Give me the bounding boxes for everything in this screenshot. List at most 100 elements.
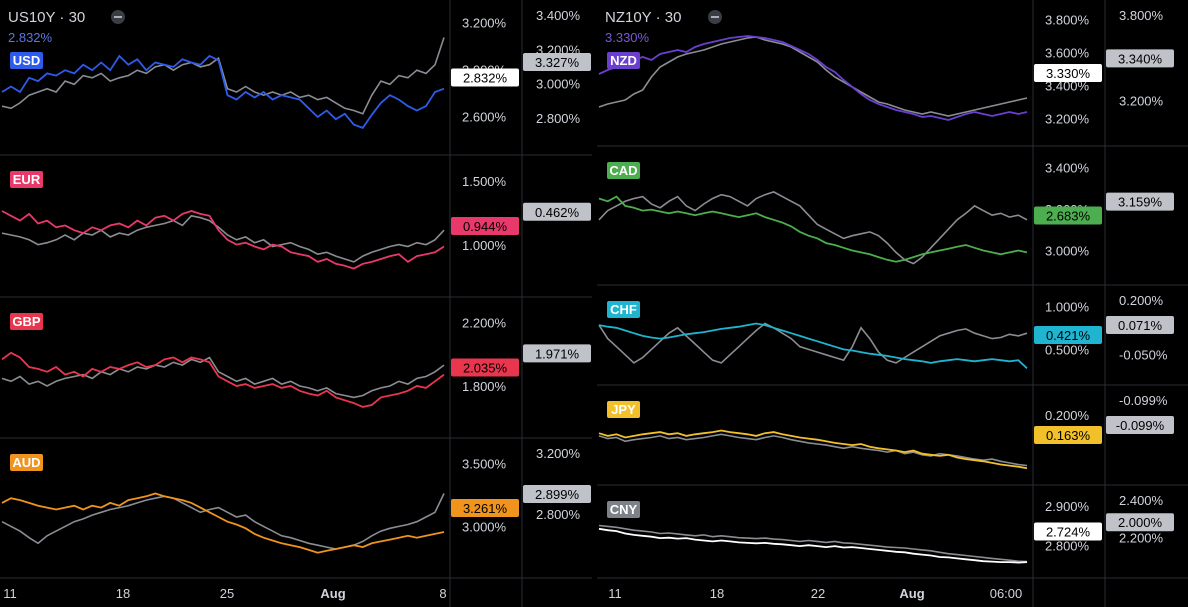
series-line-nzd (598, 35, 1028, 121)
series-tag (10, 454, 43, 471)
series-tag (607, 501, 640, 518)
last-price-badge (451, 68, 519, 87)
last-price-badge-label: 2.832% (463, 71, 508, 86)
pane-aud: AUD 3.500% 3.000% 3.261% 3.200% 2.800% 2.899% (0, 437, 592, 554)
comparison-price-badge-label: 2.899% (535, 487, 580, 502)
series-line-usd (1, 54, 445, 129)
last-price-badge (1034, 522, 1102, 541)
last-price-badge-label: 0.163% (1046, 428, 1091, 443)
series-tag-label: JPY (611, 402, 636, 417)
series-tag-label: USD (13, 53, 40, 68)
last-price-badge (451, 499, 519, 517)
price-tick: 2.800% (536, 507, 581, 522)
last-price-badge-label: 2.683% (1046, 209, 1091, 224)
last-price-badge-label: 2.724% (1046, 525, 1091, 540)
last-price-badge-label: 0.944% (463, 219, 508, 234)
time-tick: 8 (439, 586, 446, 601)
time-tick: 18 (116, 586, 130, 601)
series-tag-label: CNY (610, 502, 638, 517)
price-tick: -0.099% (1119, 393, 1168, 408)
last-price-badge-label: 2.035% (463, 361, 508, 376)
comparison-price-badge-label: 0.071% (1118, 318, 1163, 333)
panel-0: USD 3.200% 3.000% 2.600% 2.832% 3.400% 3.200% 3… (0, 0, 592, 607)
comparison-series-line (598, 36, 1028, 117)
comparison-series-line (1, 493, 445, 550)
comparison-price-badge (1106, 192, 1174, 211)
price-tick: 0.200% (1119, 293, 1164, 308)
series-line-cad (598, 195, 1028, 263)
series-tag-label: CAD (609, 163, 637, 178)
price-tick: 3.400% (1045, 160, 1090, 175)
pane-nzd: NZD 3.800% 3.600% 3.400% 3.200% 3.330% 3.800% 3… (598, 8, 1174, 127)
comparison-price-badge-label: 3.159% (1118, 195, 1163, 210)
comparison-price-badge (1106, 316, 1174, 334)
series-tag-label: GBP (12, 314, 41, 329)
last-price-badge (1034, 206, 1102, 225)
comparison-price-badge (1106, 513, 1174, 532)
symbol-title: NZ10Y · 30 (605, 9, 681, 26)
price-tick: 3.600% (1045, 46, 1090, 61)
price-tick: 1.800% (462, 379, 507, 394)
pane-usd: USD3.200%3.000%2.600%2.832%3.400%3.200%3… (1, 8, 591, 129)
comparison-price-badge-label: 1.971% (535, 346, 580, 361)
price-tick: 1.500% (462, 174, 507, 189)
price-tick: 2.800% (1045, 538, 1090, 553)
time-tick: 11 (608, 586, 622, 601)
comparison-series-line (1, 37, 445, 115)
price-tick: 3.000% (1045, 244, 1090, 259)
price-tick: 3.000% (536, 77, 581, 92)
price-tick: 2.400% (1119, 493, 1164, 508)
time-tick: 25 (220, 586, 234, 601)
price-tick: 2.900% (1045, 499, 1090, 514)
comparison-price-badge-label: 3.327% (535, 55, 580, 70)
series-tag-label: EUR (13, 172, 41, 187)
last-price-badge-label: 0.421% (1046, 328, 1091, 343)
current-price: 2.832% (8, 30, 53, 45)
comparison-series-line (1, 214, 445, 263)
price-tick: 2.200% (1119, 531, 1164, 546)
series-tag-label: NZD (610, 53, 637, 68)
time-tick: 06:00 (990, 586, 1023, 601)
comparison-price-badge (1106, 416, 1174, 434)
last-price-badge (451, 217, 519, 235)
series-tag (10, 171, 43, 188)
comparison-price-badge-label: 0.462% (535, 205, 580, 220)
price-tick: 2.200% (462, 316, 507, 331)
last-price-badge (451, 358, 519, 377)
comparison-price-badge (523, 53, 591, 71)
comparison-series-line (598, 191, 1028, 265)
price-tick: 3.200% (462, 15, 507, 30)
pane-chf: CHF1.000%0.500%0.421%0.200%0.000%-0.050%… (597, 284, 1188, 369)
comparison-price-badge (523, 202, 591, 221)
pane-jpy: JPY 0.200% 0.163% -0.099% -0.099% (597, 384, 1188, 470)
price-tick: 2.600% (462, 109, 507, 124)
series-tag (10, 313, 43, 330)
price-tick: 0.500% (1045, 343, 1090, 358)
pane-cny: CNY 2.900% 2.800%2.724% 2.400% 2.200%2.000% (597, 484, 1188, 564)
comparison-series-line (1, 356, 445, 399)
series-tag (607, 301, 640, 318)
comparison-series-line (598, 322, 1028, 364)
time-tick: 22 (811, 586, 825, 601)
time-tick: Aug (899, 586, 924, 601)
price-tick: 3.400% (1045, 79, 1090, 94)
price-tick: 3.800% (1119, 8, 1164, 23)
last-price-badge (1034, 64, 1102, 82)
series-line-jpy (598, 429, 1028, 470)
series-tag-label: CHF (610, 302, 637, 317)
price-tick: 3.800% (1045, 13, 1090, 28)
price-tick: 3.200% (1045, 112, 1090, 127)
series-tag-label: AUD (12, 455, 40, 470)
last-price-badge (1034, 326, 1102, 344)
comparison-price-badge-label: 2.000% (1118, 515, 1163, 530)
pane-gbp: GBP 2.200% 1.800% 2.035% 1.971% (0, 296, 592, 408)
series-tag (607, 52, 640, 69)
series-tag (607, 401, 640, 418)
comparison-price-badge-label: -0.099% (1116, 418, 1165, 433)
price-tick: 3.000% (462, 520, 507, 535)
price-tick: 0.200% (1045, 408, 1090, 423)
symbol-title: US10Y · 30 (8, 9, 85, 26)
last-price-badge (1034, 426, 1102, 444)
